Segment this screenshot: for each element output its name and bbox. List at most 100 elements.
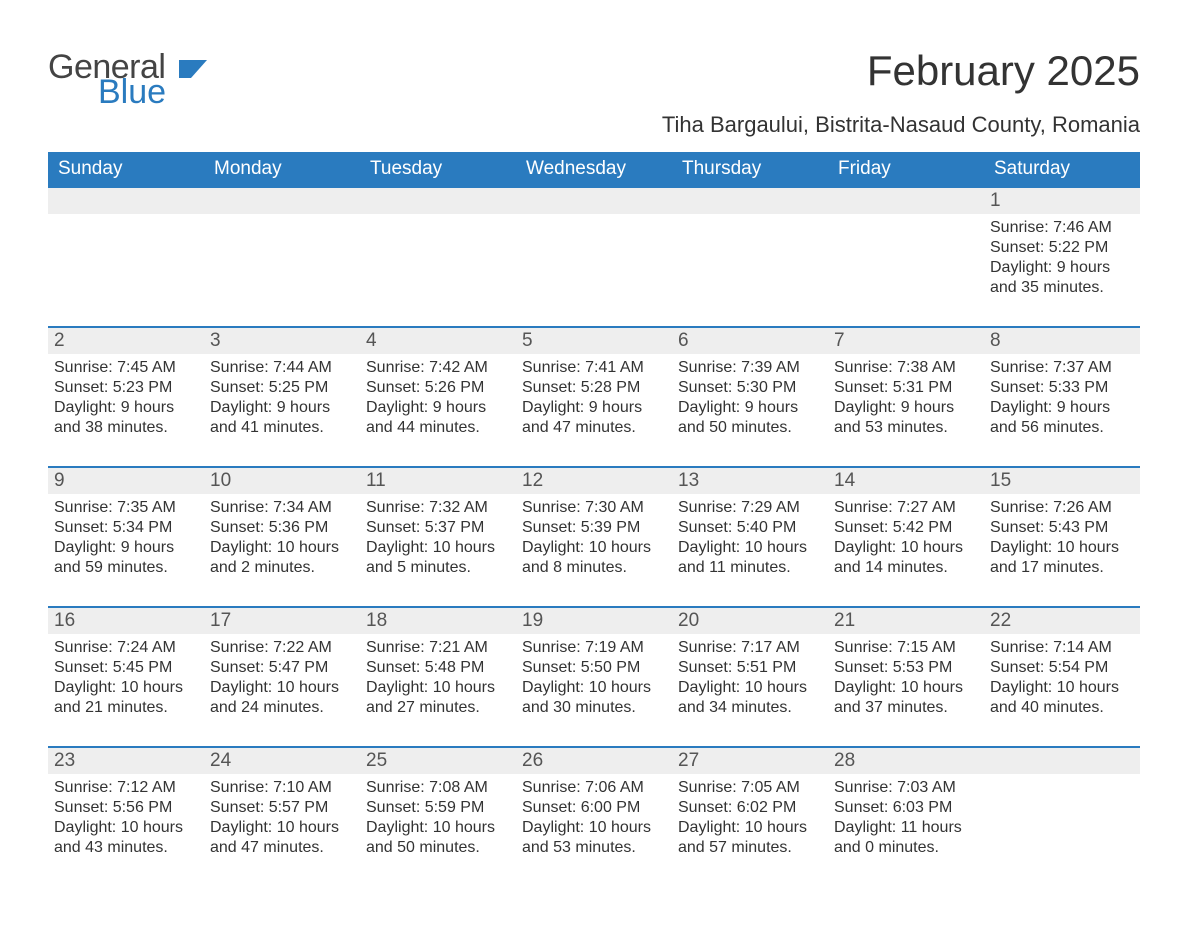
daylight-text: Daylight: 9 hours and 35 minutes. bbox=[990, 258, 1134, 298]
day-body bbox=[360, 214, 516, 298]
sunrise-text: Sunrise: 7:15 AM bbox=[834, 638, 978, 658]
day-number: 17 bbox=[204, 608, 360, 634]
logo-text: General Blue bbox=[48, 52, 207, 107]
day-number bbox=[360, 188, 516, 214]
daylight-text: Daylight: 9 hours and 47 minutes. bbox=[522, 398, 666, 438]
sunset-text: Sunset: 5:50 PM bbox=[522, 658, 666, 678]
week-row: 9101112131415Sunrise: 7:35 AMSunset: 5:3… bbox=[48, 466, 1140, 606]
weekday-header: Monday bbox=[204, 152, 360, 188]
day-number: 16 bbox=[48, 608, 204, 634]
day-number: 18 bbox=[360, 608, 516, 634]
title-block: February 2025 Tiha Bargaului, Bistrita-N… bbox=[662, 48, 1140, 138]
week-row: 16171819202122Sunrise: 7:24 AMSunset: 5:… bbox=[48, 606, 1140, 746]
daylight-text: Daylight: 10 hours and 11 minutes. bbox=[678, 538, 822, 578]
sunset-text: Sunset: 5:36 PM bbox=[210, 518, 354, 538]
calendar-page: General Blue February 2025 Tiha Bargaulu… bbox=[0, 0, 1188, 926]
sunrise-text: Sunrise: 7:37 AM bbox=[990, 358, 1134, 378]
body-row: Sunrise: 7:45 AMSunset: 5:23 PMDaylight:… bbox=[48, 354, 1140, 466]
sunset-text: Sunset: 5:45 PM bbox=[54, 658, 198, 678]
sunset-text: Sunset: 6:03 PM bbox=[834, 798, 978, 818]
week-row: 232425262728Sunrise: 7:12 AMSunset: 5:56… bbox=[48, 746, 1140, 886]
daylight-text: Daylight: 10 hours and 14 minutes. bbox=[834, 538, 978, 578]
day-body: Sunrise: 7:08 AMSunset: 5:59 PMDaylight:… bbox=[360, 774, 516, 858]
day-body: Sunrise: 7:30 AMSunset: 5:39 PMDaylight:… bbox=[516, 494, 672, 578]
sunset-text: Sunset: 5:25 PM bbox=[210, 378, 354, 398]
day-number: 9 bbox=[48, 468, 204, 494]
sunrise-text: Sunrise: 7:14 AM bbox=[990, 638, 1134, 658]
sunset-text: Sunset: 5:39 PM bbox=[522, 518, 666, 538]
day-body: Sunrise: 7:05 AMSunset: 6:02 PMDaylight:… bbox=[672, 774, 828, 858]
sunrise-text: Sunrise: 7:41 AM bbox=[522, 358, 666, 378]
sunset-text: Sunset: 5:33 PM bbox=[990, 378, 1134, 398]
weekday-header: Friday bbox=[828, 152, 984, 188]
daynum-row: 232425262728 bbox=[48, 748, 1140, 774]
day-number: 22 bbox=[984, 608, 1140, 634]
sunrise-text: Sunrise: 7:44 AM bbox=[210, 358, 354, 378]
sunrise-text: Sunrise: 7:39 AM bbox=[678, 358, 822, 378]
day-body: Sunrise: 7:06 AMSunset: 6:00 PMDaylight:… bbox=[516, 774, 672, 858]
day-number: 21 bbox=[828, 608, 984, 634]
daylight-text: Daylight: 10 hours and 2 minutes. bbox=[210, 538, 354, 578]
sunrise-text: Sunrise: 7:34 AM bbox=[210, 498, 354, 518]
day-body: Sunrise: 7:19 AMSunset: 5:50 PMDaylight:… bbox=[516, 634, 672, 718]
calendar: SundayMondayTuesdayWednesdayThursdayFrid… bbox=[48, 152, 1140, 886]
daynum-row: 2345678 bbox=[48, 328, 1140, 354]
day-body: Sunrise: 7:39 AMSunset: 5:30 PMDaylight:… bbox=[672, 354, 828, 438]
day-body: Sunrise: 7:46 AMSunset: 5:22 PMDaylight:… bbox=[984, 214, 1140, 298]
sunrise-text: Sunrise: 7:26 AM bbox=[990, 498, 1134, 518]
day-body bbox=[516, 214, 672, 298]
sunrise-text: Sunrise: 7:12 AM bbox=[54, 778, 198, 798]
daynum-row: 16171819202122 bbox=[48, 608, 1140, 634]
day-number: 24 bbox=[204, 748, 360, 774]
daylight-text: Daylight: 9 hours and 53 minutes. bbox=[834, 398, 978, 438]
daylight-text: Daylight: 9 hours and 38 minutes. bbox=[54, 398, 198, 438]
sunrise-text: Sunrise: 7:45 AM bbox=[54, 358, 198, 378]
day-number: 4 bbox=[360, 328, 516, 354]
sunrise-text: Sunrise: 7:30 AM bbox=[522, 498, 666, 518]
body-row: Sunrise: 7:35 AMSunset: 5:34 PMDaylight:… bbox=[48, 494, 1140, 606]
sunset-text: Sunset: 5:31 PM bbox=[834, 378, 978, 398]
day-body: Sunrise: 7:41 AMSunset: 5:28 PMDaylight:… bbox=[516, 354, 672, 438]
day-number: 15 bbox=[984, 468, 1140, 494]
day-number: 20 bbox=[672, 608, 828, 634]
logo: General Blue bbox=[48, 52, 207, 107]
daylight-text: Daylight: 10 hours and 37 minutes. bbox=[834, 678, 978, 718]
body-row: Sunrise: 7:12 AMSunset: 5:56 PMDaylight:… bbox=[48, 774, 1140, 886]
sunset-text: Sunset: 5:51 PM bbox=[678, 658, 822, 678]
daynum-row: 1 bbox=[48, 188, 1140, 214]
sunrise-text: Sunrise: 7:35 AM bbox=[54, 498, 198, 518]
day-body bbox=[828, 214, 984, 298]
day-number: 19 bbox=[516, 608, 672, 634]
day-number bbox=[984, 748, 1140, 774]
sunrise-text: Sunrise: 7:10 AM bbox=[210, 778, 354, 798]
day-body: Sunrise: 7:03 AMSunset: 6:03 PMDaylight:… bbox=[828, 774, 984, 858]
weekday-header: Saturday bbox=[984, 152, 1140, 188]
page-title: February 2025 bbox=[662, 48, 1140, 94]
day-body: Sunrise: 7:45 AMSunset: 5:23 PMDaylight:… bbox=[48, 354, 204, 438]
sunrise-text: Sunrise: 7:27 AM bbox=[834, 498, 978, 518]
day-number: 10 bbox=[204, 468, 360, 494]
day-body bbox=[672, 214, 828, 298]
sunset-text: Sunset: 5:53 PM bbox=[834, 658, 978, 678]
sunrise-text: Sunrise: 7:06 AM bbox=[522, 778, 666, 798]
sunset-text: Sunset: 5:28 PM bbox=[522, 378, 666, 398]
day-number: 13 bbox=[672, 468, 828, 494]
day-body: Sunrise: 7:27 AMSunset: 5:42 PMDaylight:… bbox=[828, 494, 984, 578]
sunset-text: Sunset: 6:00 PM bbox=[522, 798, 666, 818]
sunrise-text: Sunrise: 7:38 AM bbox=[834, 358, 978, 378]
logo-word-blue: Blue bbox=[98, 77, 207, 108]
page-subtitle: Tiha Bargaului, Bistrita-Nasaud County, … bbox=[662, 112, 1140, 138]
day-number: 3 bbox=[204, 328, 360, 354]
weekday-header: Wednesday bbox=[516, 152, 672, 188]
sunset-text: Sunset: 5:48 PM bbox=[366, 658, 510, 678]
daynum-row: 9101112131415 bbox=[48, 468, 1140, 494]
day-body: Sunrise: 7:17 AMSunset: 5:51 PMDaylight:… bbox=[672, 634, 828, 718]
sunset-text: Sunset: 5:26 PM bbox=[366, 378, 510, 398]
day-number: 26 bbox=[516, 748, 672, 774]
day-number bbox=[672, 188, 828, 214]
day-body bbox=[204, 214, 360, 298]
daylight-text: Daylight: 10 hours and 50 minutes. bbox=[366, 818, 510, 858]
sunset-text: Sunset: 5:37 PM bbox=[366, 518, 510, 538]
daylight-text: Daylight: 10 hours and 17 minutes. bbox=[990, 538, 1134, 578]
sunset-text: Sunset: 5:43 PM bbox=[990, 518, 1134, 538]
